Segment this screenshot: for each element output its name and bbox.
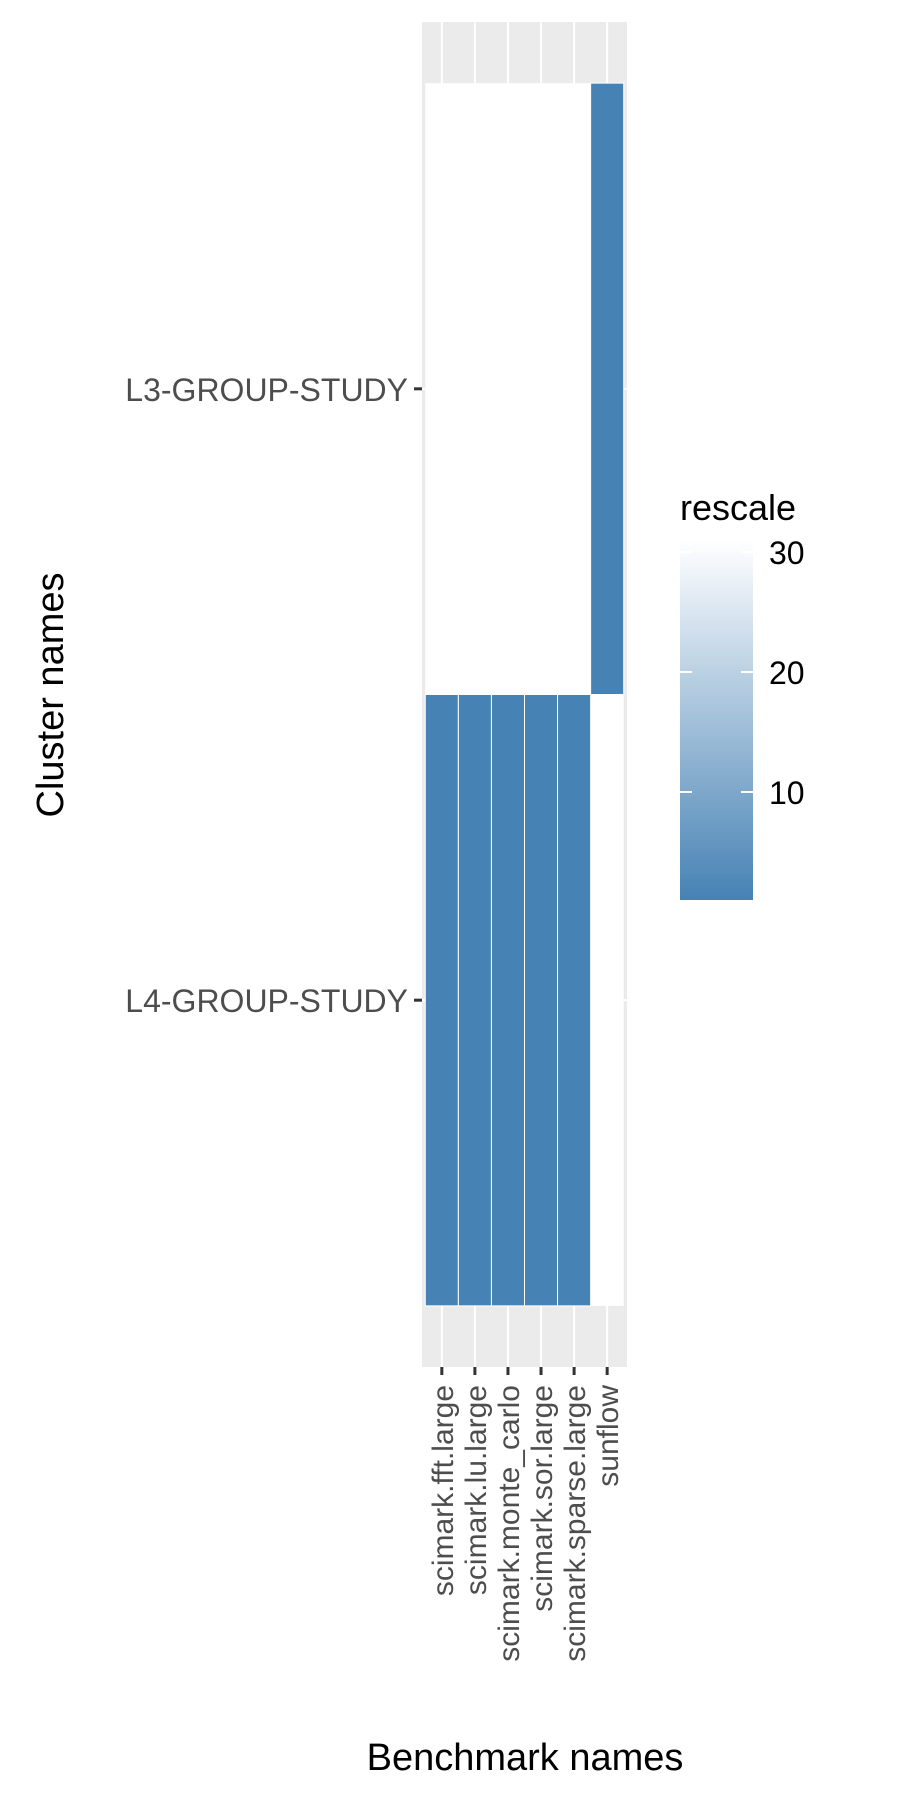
legend-tick-label: 20 bbox=[769, 655, 805, 691]
legend-tick-label: 30 bbox=[769, 535, 805, 571]
heatmap-cell bbox=[490, 694, 526, 1307]
x-axis: scimark.fft.large scimark.lu.large scimark… bbox=[427, 1367, 625, 1662]
heatmap-cell bbox=[424, 694, 459, 1307]
legend-tick-label: 10 bbox=[769, 775, 805, 811]
x-tick-label: sunflow bbox=[592, 1385, 625, 1487]
heatmap-cells bbox=[424, 82, 625, 1307]
y-tick-label: L4-GROUP-STUDY bbox=[125, 983, 408, 1019]
y-axis: L4-GROUP-STUDY L3-GROUP-STUDY bbox=[125, 372, 422, 1019]
color-legend: rescale 10 20 30 bbox=[680, 487, 805, 900]
legend-colorbar bbox=[680, 540, 753, 900]
heatmap-cell bbox=[590, 82, 625, 696]
y-tick-label: L3-GROUP-STUDY bbox=[125, 372, 408, 408]
x-tick-label: scimark.sparse.large bbox=[559, 1385, 592, 1662]
legend-ticks: 10 20 30 bbox=[680, 535, 805, 811]
x-tick-label: scimark.fft.large bbox=[427, 1385, 460, 1596]
x-axis-title: Benchmark names bbox=[367, 1737, 684, 1779]
heatmap-cell bbox=[557, 694, 592, 1307]
x-tick-label: scimark.monte_carlo bbox=[493, 1385, 526, 1662]
y-axis-title: Cluster names bbox=[30, 573, 72, 818]
x-tick-label: scimark.lu.large bbox=[460, 1385, 493, 1595]
heatmap-cell bbox=[457, 694, 492, 1307]
x-tick-label: scimark.sor.large bbox=[526, 1385, 559, 1612]
heatmap-cell bbox=[524, 694, 559, 1307]
legend-title: rescale bbox=[680, 487, 796, 528]
